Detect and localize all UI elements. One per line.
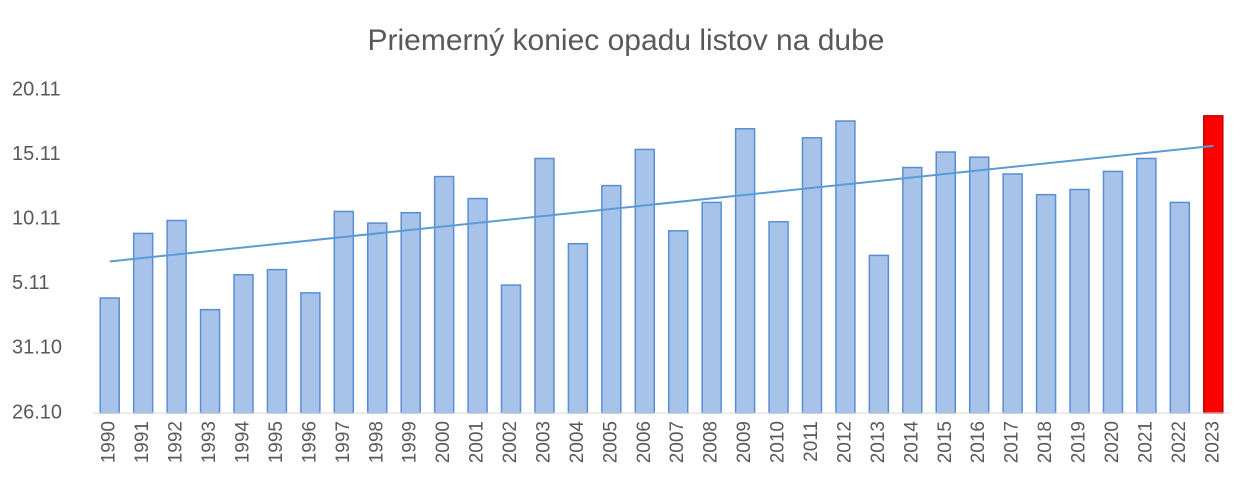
x-tick-label: 2001 <box>467 421 488 463</box>
x-tick-label: 2015 <box>935 421 956 463</box>
bar <box>300 292 321 414</box>
y-tick-label: 31.10 <box>12 337 62 359</box>
x-tick-label: 2017 <box>1002 421 1023 463</box>
bar <box>902 166 923 414</box>
x-tick-label: 2010 <box>768 421 789 463</box>
bar <box>801 137 823 414</box>
x-tick-label: 2007 <box>667 421 688 463</box>
x-tick-label: 1990 <box>99 421 120 463</box>
bar <box>99 297 120 414</box>
bar <box>333 210 355 414</box>
bar <box>601 184 622 414</box>
x-tick-label: 1995 <box>266 421 287 463</box>
x-tick-label: 2008 <box>701 421 722 463</box>
bar <box>968 156 990 414</box>
bar <box>935 151 956 414</box>
bar <box>1069 188 1090 414</box>
x-tick-label: 1998 <box>366 421 387 463</box>
y-tick-label: 10.11 <box>12 207 61 229</box>
y-tick-label: 26.10 <box>12 401 62 423</box>
x-tick-label: 2022 <box>1169 421 1190 463</box>
x-tick-label: 2004 <box>567 421 588 464</box>
bar <box>701 201 722 414</box>
x-tick-label: 2006 <box>634 421 655 463</box>
bar <box>634 148 656 414</box>
x-tick-label: 1993 <box>199 421 220 463</box>
bar <box>467 197 488 414</box>
x-tick-label: 2023 <box>1202 421 1223 463</box>
x-tick-label: 2020 <box>1102 421 1123 463</box>
trendline <box>109 144 1214 263</box>
bar <box>500 284 522 414</box>
bar <box>199 308 221 414</box>
x-tick-label: 1996 <box>299 421 320 463</box>
chart-title: Priemerný koniec opadu listov na dube <box>368 24 885 57</box>
bar <box>132 232 154 414</box>
x-tick-label: 2003 <box>533 421 554 463</box>
bar <box>835 120 856 414</box>
y-tick-label: 5.11 <box>12 272 49 294</box>
x-tick-label: 2000 <box>433 421 454 463</box>
x-tick-label: 2018 <box>1035 421 1056 463</box>
x-tick-label: 2021 <box>1135 421 1156 463</box>
x-tick-label: 1992 <box>166 421 187 463</box>
bar <box>567 242 589 414</box>
bar <box>433 175 455 414</box>
y-tick-label: 20.11 <box>12 78 61 100</box>
bar <box>1002 173 1023 414</box>
bar <box>1102 170 1124 414</box>
x-tick-label: 1997 <box>333 421 354 463</box>
bar <box>1035 193 1057 414</box>
bar <box>734 128 756 414</box>
x-tick-label: 1991 <box>132 421 153 463</box>
bar <box>768 221 789 414</box>
bar <box>667 230 689 414</box>
bar <box>400 211 421 414</box>
y-tick-label: 15.11 <box>12 143 61 165</box>
bar <box>166 219 187 414</box>
bar <box>1136 157 1157 414</box>
x-tick-label: 1999 <box>400 421 421 463</box>
x-tick-label: 2012 <box>834 421 855 463</box>
bar <box>367 222 388 414</box>
x-tick-label: 2016 <box>968 421 989 463</box>
bar <box>1203 115 1224 414</box>
x-tick-label: 1994 <box>233 421 254 464</box>
bar <box>1169 201 1191 414</box>
x-tick-label: 2019 <box>1069 421 1090 463</box>
bar <box>534 157 555 414</box>
bar <box>868 254 890 414</box>
x-tick-label: 2011 <box>801 421 822 462</box>
bar <box>233 274 254 414</box>
x-tick-label: 2009 <box>734 421 755 463</box>
x-tick-label: 2002 <box>500 421 521 463</box>
x-tick-label: 2014 <box>901 421 922 464</box>
x-tick-label: 2005 <box>600 421 621 463</box>
bar <box>266 268 288 414</box>
x-tick-label: 2013 <box>868 421 889 463</box>
